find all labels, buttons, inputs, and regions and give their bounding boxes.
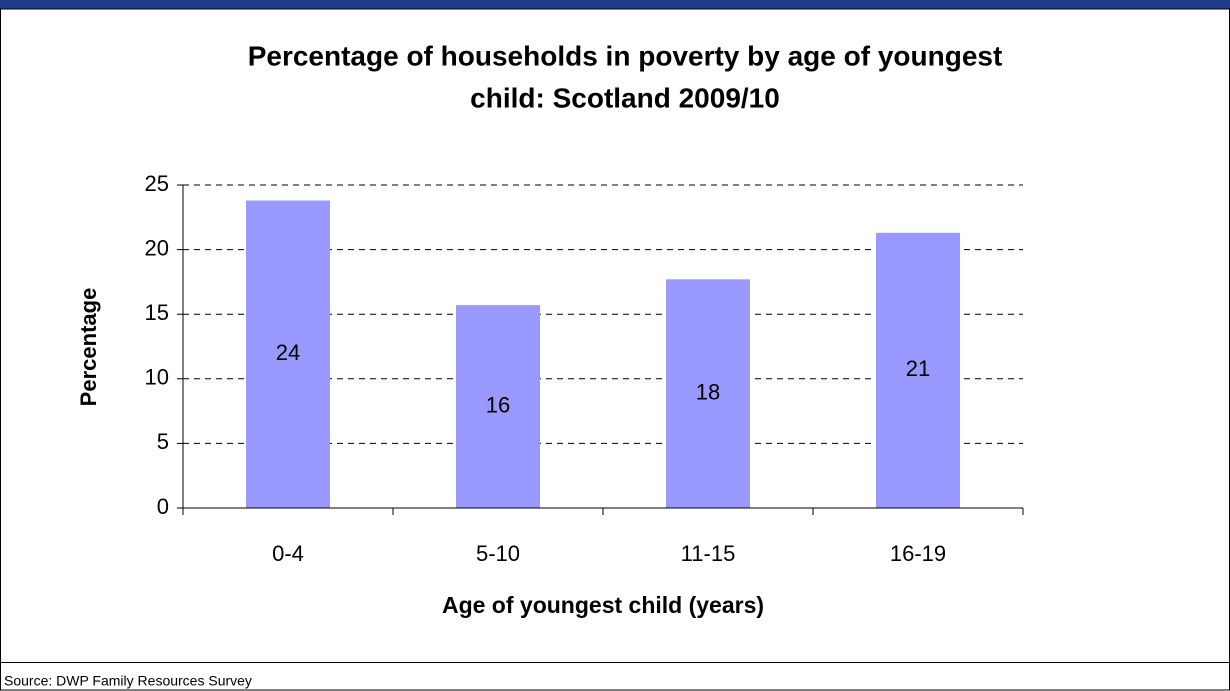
value-label: 16 xyxy=(486,392,510,417)
bar xyxy=(246,200,330,508)
value-label: 18 xyxy=(696,379,720,404)
y-tick-label: 15 xyxy=(145,300,169,325)
y-tick-label: 20 xyxy=(145,235,169,260)
chart-title: child: Scotland 2009/10 xyxy=(470,82,780,113)
y-tick-label: 0 xyxy=(157,494,169,519)
y-axis-label: Percentage xyxy=(76,288,101,407)
bar xyxy=(456,305,540,508)
x-tick-label: 11-15 xyxy=(681,541,736,566)
y-tick-label: 10 xyxy=(145,365,169,390)
x-tick-label: 0-4 xyxy=(272,541,304,566)
source-note: Source: DWP Family Resources Survey xyxy=(4,673,252,689)
value-label: 21 xyxy=(906,356,930,381)
chart-title: Percentage of households in poverty by a… xyxy=(248,40,1003,71)
header-bar xyxy=(0,0,1230,9)
x-tick-label: 16-19 xyxy=(890,541,946,566)
bar xyxy=(666,279,750,508)
x-axis-label: Age of youngest child (years) xyxy=(442,592,764,618)
y-tick-label: 5 xyxy=(157,429,169,454)
value-label: 24 xyxy=(276,340,300,365)
x-tick-label: 5-10 xyxy=(476,541,520,566)
bar xyxy=(876,232,960,508)
y-tick-label: 25 xyxy=(145,171,169,196)
